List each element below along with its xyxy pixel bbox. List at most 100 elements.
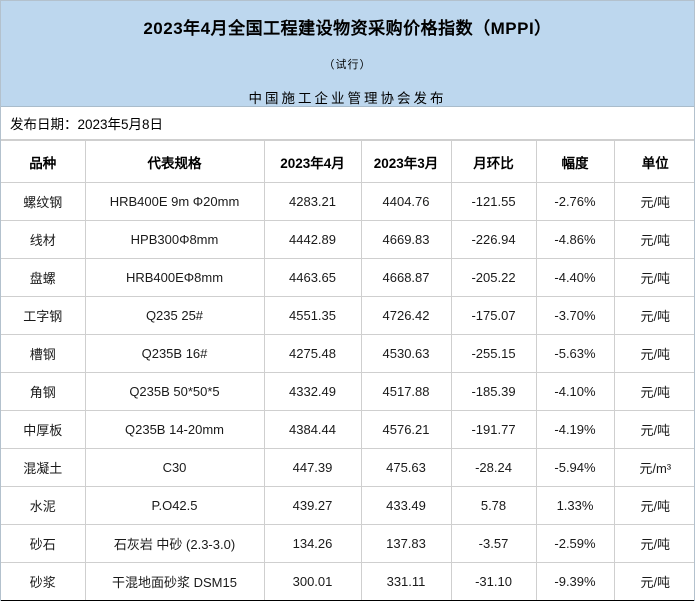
report-subtitle: （试行） [323,59,372,71]
cell-unit: 元/吨 [613,562,694,601]
table-row: 混凝土 C30 447.39 475.63 -28.24 -5.94% 元/m³ [1,448,694,487]
cell-mom-change: -185.39 [450,372,537,411]
table-header-row: 品种 代表规格 2023年4月 2023年3月 月环比 幅度 单位 [1,140,694,183]
column-header-unit: 单位 [613,140,694,183]
cell-mom-change: -31.10 [450,562,537,601]
cell-apr-price: 447.39 [263,448,362,487]
column-header-spec: 代表规格 [84,140,265,183]
table-row: 砂浆 干混地面砂浆 DSM15 300.01 331.11 -31.10 -9.… [1,562,694,601]
publish-date-row: 发布日期： 2023年5月8日 [1,107,694,140]
cell-variety: 水泥 [1,486,86,525]
cell-change-pct: -3.70% [535,296,615,335]
table-row: 砂石 石灰岩 中砂 (2.3-3.0) 134.26 137.83 -3.57 … [1,524,694,563]
cell-apr-price: 4384.44 [263,410,362,449]
column-header-mom: 月环比 [450,140,537,183]
cell-mar-price: 137.83 [360,524,452,563]
cell-change-pct: -4.40% [535,258,615,297]
cell-apr-price: 4551.35 [263,296,362,335]
cell-mom-change: -121.55 [450,182,537,221]
cell-mom-change: -175.07 [450,296,537,335]
cell-mar-price: 4517.88 [360,372,452,411]
cell-unit: 元/吨 [613,372,694,411]
cell-mar-price: 4726.42 [360,296,452,335]
cell-change-pct: -5.94% [535,448,615,487]
cell-variety: 线材 [1,220,86,259]
cell-apr-price: 4463.65 [263,258,362,297]
cell-spec: 石灰岩 中砂 (2.3-3.0) [84,524,265,563]
cell-change-pct: -4.86% [535,220,615,259]
cell-variety: 混凝土 [1,448,86,487]
cell-spec: Q235B 50*50*5 [84,372,265,411]
cell-mom-change: -226.94 [450,220,537,259]
cell-spec: 干混地面砂浆 DSM15 [84,562,265,601]
cell-change-pct: -2.76% [535,182,615,221]
report-title: 2023年4月全国工程建设物资采购价格指数（MPPI） [143,19,552,38]
cell-mar-price: 331.11 [360,562,452,601]
cell-mar-price: 4576.21 [360,410,452,449]
cell-spec: Q235 25# [84,296,265,335]
cell-change-pct: -4.19% [535,410,615,449]
cell-variety: 砂石 [1,524,86,563]
cell-unit: 元/吨 [613,182,694,221]
cell-unit: 元/吨 [613,410,694,449]
cell-mom-change: -191.77 [450,410,537,449]
cell-apr-price: 134.26 [263,524,362,563]
cell-spec: HRB400EΦ8mm [84,258,265,297]
cell-mom-change: -3.57 [450,524,537,563]
cell-unit: 元/m³ [613,448,694,487]
cell-apr-price: 4442.89 [263,220,362,259]
cell-mom-change: -255.15 [450,334,537,373]
cell-change-pct: -9.39% [535,562,615,601]
cell-apr-price: 300.01 [263,562,362,601]
cell-apr-price: 4283.21 [263,182,362,221]
column-header-pct: 幅度 [535,140,615,183]
report-banner: 2023年4月全国工程建设物资采购价格指数（MPPI） （试行） 中国施工企业管… [1,1,694,107]
cell-unit: 元/吨 [613,334,694,373]
cell-variety: 槽钢 [1,334,86,373]
cell-change-pct: -2.59% [535,524,615,563]
publish-date-label: 发布日期： [10,117,78,132]
table-row: 中厚板 Q235B 14-20mm 4384.44 4576.21 -191.7… [1,410,694,449]
column-header-variety: 品种 [1,140,86,183]
cell-mar-price: 475.63 [360,448,452,487]
publisher-line: 中国施工企业管理协会发布 [248,91,447,106]
table-row: 水泥 P.O42.5 439.27 433.49 5.78 1.33% 元/吨 [1,486,694,525]
cell-unit: 元/吨 [613,524,694,563]
column-header-mar-2023: 2023年3月 [360,140,452,183]
cell-variety: 角钢 [1,372,86,411]
cell-spec: HRB400E 9m Φ20mm [84,182,265,221]
cell-mar-price: 4669.83 [360,220,452,259]
table-row: 工字钢 Q235 25# 4551.35 4726.42 -175.07 -3.… [1,296,694,335]
cell-variety: 砂浆 [1,562,86,601]
cell-spec: HPB300Φ8mm [84,220,265,259]
cell-spec: C30 [84,448,265,487]
table-row: 螺纹钢 HRB400E 9m Φ20mm 4283.21 4404.76 -12… [1,182,694,221]
cell-change-pct: 1.33% [535,486,615,525]
cell-change-pct: -5.63% [535,334,615,373]
price-index-table: 品种 代表规格 2023年4月 2023年3月 月环比 幅度 单位 螺纹钢 HR… [1,140,694,601]
table-row: 盘螺 HRB400EΦ8mm 4463.65 4668.87 -205.22 -… [1,258,694,297]
cell-mom-change: -205.22 [450,258,537,297]
cell-variety: 盘螺 [1,258,86,297]
cell-change-pct: -4.10% [535,372,615,411]
cell-apr-price: 4275.48 [263,334,362,373]
cell-unit: 元/吨 [613,258,694,297]
table-row: 角钢 Q235B 50*50*5 4332.49 4517.88 -185.39… [1,372,694,411]
table-row: 槽钢 Q235B 16# 4275.48 4530.63 -255.15 -5.… [1,334,694,373]
cell-spec: Q235B 14-20mm [84,410,265,449]
cell-spec: Q235B 16# [84,334,265,373]
cell-mar-price: 4530.63 [360,334,452,373]
cell-mom-change: 5.78 [450,486,537,525]
cell-variety: 中厚板 [1,410,86,449]
cell-variety: 螺纹钢 [1,182,86,221]
cell-unit: 元/吨 [613,486,694,525]
cell-unit: 元/吨 [613,220,694,259]
cell-mar-price: 433.49 [360,486,452,525]
publish-date-value: 2023年5月8日 [77,117,164,132]
column-header-apr-2023: 2023年4月 [263,140,362,183]
cell-mom-change: -28.24 [450,448,537,487]
cell-mar-price: 4668.87 [360,258,452,297]
cell-unit: 元/吨 [613,296,694,335]
table-row: 线材 HPB300Φ8mm 4442.89 4669.83 -226.94 -4… [1,220,694,259]
